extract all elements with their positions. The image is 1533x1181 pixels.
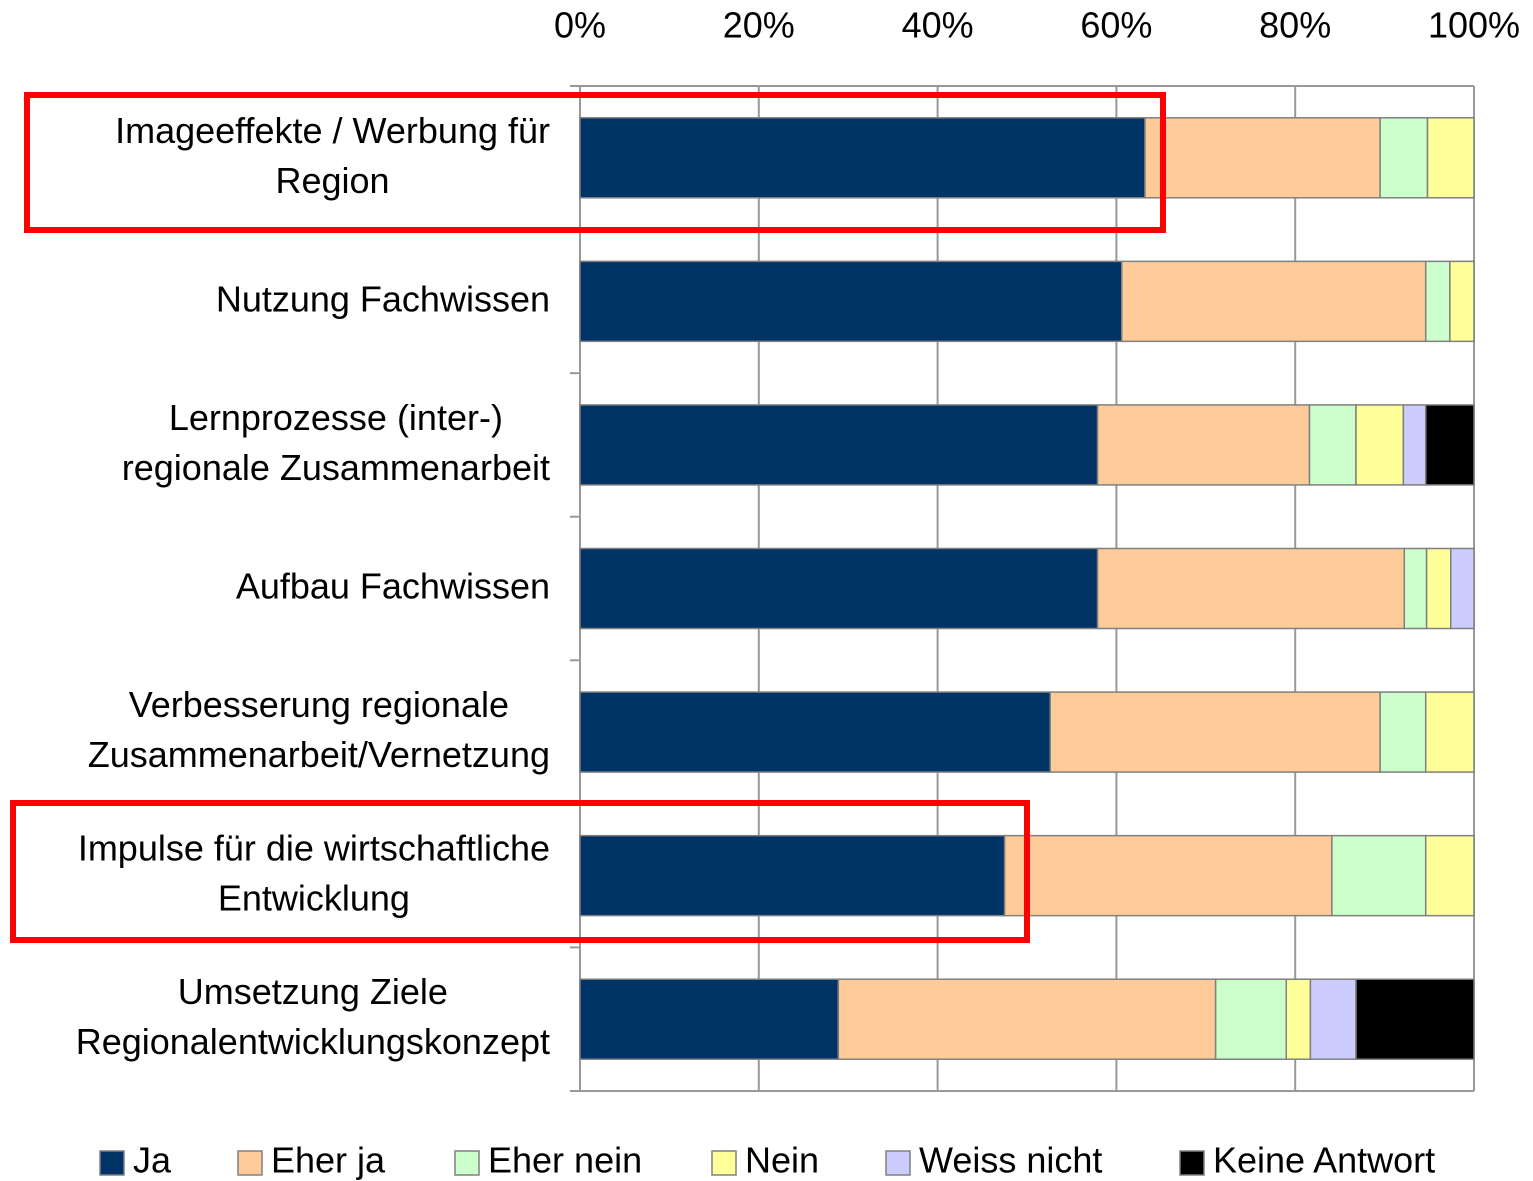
bar-segment bbox=[579, 260, 1123, 343]
legend-label: Eher nein bbox=[488, 1140, 642, 1181]
bar-segment bbox=[579, 834, 1006, 917]
bar-segment bbox=[1355, 978, 1475, 1060]
x-tick-label: 100% bbox=[1428, 5, 1520, 46]
y-tick-label-line: Imageeffekte / Werbung für bbox=[115, 109, 550, 150]
y-tick-label-line: Umsetzung Ziele bbox=[178, 971, 448, 1012]
legend-swatch bbox=[885, 1150, 911, 1176]
y-tick-label: Umsetzung Ziele Regionalentwicklungskonze… bbox=[76, 971, 550, 1062]
x-tick-label: 60% bbox=[1080, 5, 1152, 46]
x-tick-label: 80% bbox=[1259, 5, 1331, 46]
legend-swatch bbox=[454, 1150, 480, 1176]
legend-label: Eher ja bbox=[271, 1140, 386, 1181]
bar-segment bbox=[1003, 834, 1333, 917]
bar-segment bbox=[1285, 978, 1312, 1060]
bar-segment bbox=[1403, 547, 1428, 630]
legend-label: Ja bbox=[133, 1140, 172, 1181]
bar-segment bbox=[1214, 978, 1288, 1060]
bar-segment bbox=[1426, 117, 1475, 199]
y-tick-label-line: regionale Zusammenarbeit bbox=[122, 446, 550, 487]
y-tick-label-line: Lernprozesse (inter-) bbox=[169, 396, 503, 437]
y-tick-label: Imageeffekte / Werbung für Region bbox=[115, 109, 550, 200]
y-tick-label: Verbesserung regionale Zusammenarbeit/Ver… bbox=[88, 684, 550, 775]
legend-swatch bbox=[711, 1150, 737, 1176]
legend-label: Weiss nicht bbox=[919, 1140, 1102, 1181]
legend-swatch bbox=[99, 1150, 125, 1176]
highlight-box bbox=[10, 800, 1030, 943]
y-tick-label: Impulse für die wirtschaftliche Entwicklu… bbox=[78, 827, 550, 918]
bar-segment bbox=[1425, 547, 1452, 630]
legend-swatch bbox=[1179, 1150, 1205, 1176]
x-tick-label: 40% bbox=[902, 5, 974, 46]
y-tick-label-line: Entwicklung bbox=[218, 877, 410, 918]
legend-label: Keine Antwort bbox=[1213, 1140, 1435, 1181]
bar-segment bbox=[1308, 404, 1357, 486]
y-tick-label: Lernprozesse (inter-) regionale Zusammena… bbox=[122, 396, 550, 487]
bar-segment bbox=[1402, 404, 1427, 486]
x-tick-label: 20% bbox=[723, 5, 795, 46]
bar-segment bbox=[1424, 404, 1475, 486]
bar-segment bbox=[579, 691, 1051, 773]
y-tick-label: Aufbau Fachwissen bbox=[236, 565, 550, 606]
bar-segment bbox=[1049, 691, 1381, 773]
bar-segment bbox=[1424, 260, 1451, 343]
y-tick-label-line: Impulse für die wirtschaftliche bbox=[78, 827, 550, 868]
bar-segment bbox=[1449, 260, 1475, 343]
bar-segment bbox=[579, 978, 840, 1060]
bar-segment bbox=[1309, 978, 1357, 1060]
bar-segment bbox=[837, 978, 1217, 1060]
bar-segment bbox=[1096, 547, 1406, 630]
y-tick-label: Nutzung Fachwissen bbox=[216, 278, 550, 319]
bar-segment bbox=[579, 404, 1099, 486]
bar-segment bbox=[1331, 834, 1427, 917]
y-tick-label-line: Nutzung Fachwissen bbox=[216, 278, 550, 319]
bar-segment bbox=[579, 117, 1146, 199]
legend-swatch bbox=[237, 1150, 263, 1176]
bar-segment bbox=[1450, 547, 1475, 630]
bar-segment bbox=[1424, 834, 1475, 917]
y-tick-label-line: Aufbau Fachwissen bbox=[236, 565, 550, 606]
y-tick-label-line: Region bbox=[275, 159, 389, 200]
y-tick-label-line: Zusammenarbeit/Vernetzung bbox=[88, 734, 550, 775]
bar-segment bbox=[1379, 117, 1429, 199]
bar-segment bbox=[1096, 404, 1311, 486]
legend-label: Nein bbox=[745, 1140, 819, 1181]
bar-segment bbox=[1355, 404, 1405, 486]
bar-segment bbox=[1379, 691, 1427, 773]
highlight-box bbox=[24, 92, 1166, 233]
bar-segment bbox=[1121, 260, 1427, 343]
x-tick-label: 0% bbox=[554, 5, 606, 46]
bar-segment bbox=[579, 547, 1099, 630]
y-tick-label-line: Regionalentwicklungskonzept bbox=[76, 1021, 550, 1062]
bar-segment bbox=[1424, 691, 1475, 773]
y-tick-label-line: Verbesserung regionale bbox=[129, 684, 509, 725]
bar-segment bbox=[1144, 117, 1381, 199]
